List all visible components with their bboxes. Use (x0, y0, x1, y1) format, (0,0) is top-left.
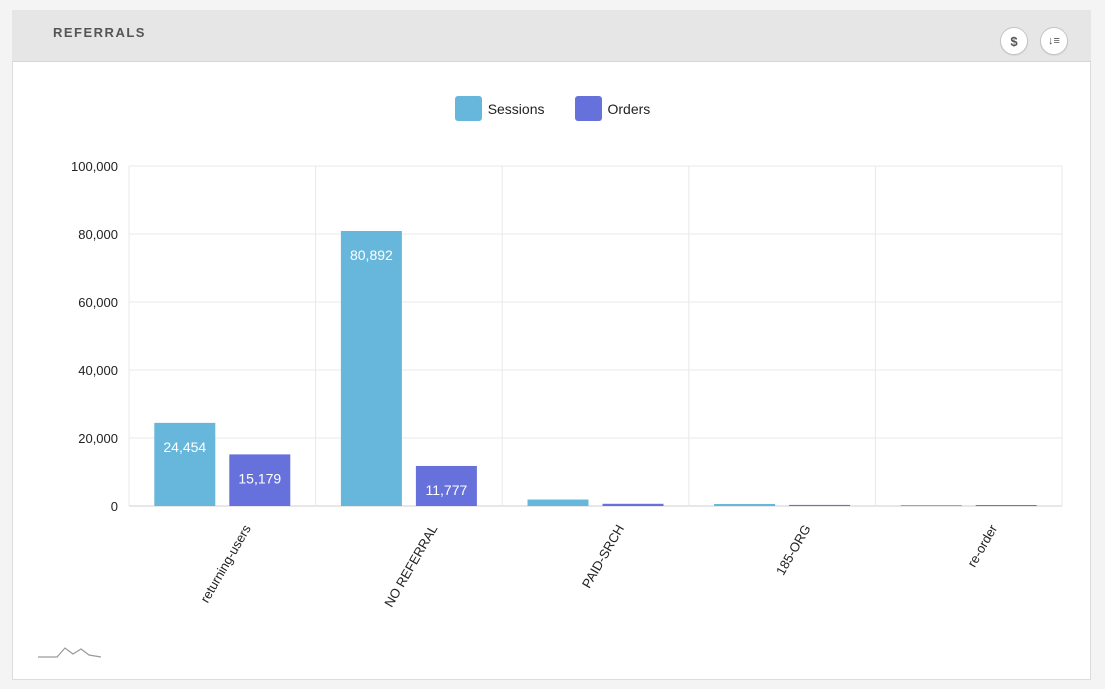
sparkline-icon[interactable] (37, 642, 103, 662)
bar-data-label: 15,179 (238, 470, 281, 486)
legend-swatch-orders (574, 96, 602, 121)
bar-data-label: 11,777 (426, 482, 468, 498)
bar-orders-4 (975, 505, 1037, 506)
y-tick-label: 0 (111, 499, 118, 514)
legend-label-orders: Orders (607, 100, 651, 117)
bar-orders-0 (229, 454, 291, 506)
bar-orders-1 (415, 465, 477, 506)
panel-header: REFERRALS $ ↓≡ (12, 10, 1091, 62)
y-tick-label: 100,000 (71, 159, 118, 174)
chart-legend: Sessions Orders (0, 96, 1105, 121)
x-category-label: 185-ORG (773, 522, 814, 578)
legend-swatch-sessions (454, 96, 482, 121)
y-tick-label: 80,000 (78, 227, 118, 242)
y-tick-label: 40,000 (78, 363, 118, 378)
bar-orders-3 (789, 504, 851, 506)
x-category-label: NO REFERRAL (381, 522, 440, 610)
panel-title: REFERRALS (53, 25, 146, 40)
x-category-label: re-order (964, 521, 1000, 569)
currency-toggle-button[interactable]: $ (1000, 27, 1028, 55)
dollar-icon: $ (1010, 33, 1018, 49)
x-category-label: PAID-SRCH (579, 522, 627, 591)
bar-data-label: 80,892 (350, 247, 393, 263)
legend-item-orders[interactable]: Orders (574, 96, 651, 121)
bar-sessions-3 (714, 503, 776, 506)
legend-item-sessions[interactable]: Sessions (454, 96, 545, 121)
y-tick-label: 60,000 (78, 295, 118, 310)
y-tick-label: 20,000 (78, 431, 118, 446)
legend-label-sessions: Sessions (487, 100, 545, 117)
bar-orders-2 (602, 503, 664, 506)
x-category-label: returning-users (197, 522, 254, 606)
bar-data-label: 24,454 (163, 439, 206, 455)
bar-sessions-2 (527, 499, 589, 506)
bar-sessions-1 (340, 230, 402, 506)
bar-sessions-4 (900, 505, 962, 506)
referrals-panel (12, 10, 1091, 680)
sort-descending-icon: ↓≡ (1048, 35, 1060, 47)
sort-button[interactable]: ↓≡ (1040, 27, 1068, 55)
bar-sessions-0 (154, 422, 216, 506)
